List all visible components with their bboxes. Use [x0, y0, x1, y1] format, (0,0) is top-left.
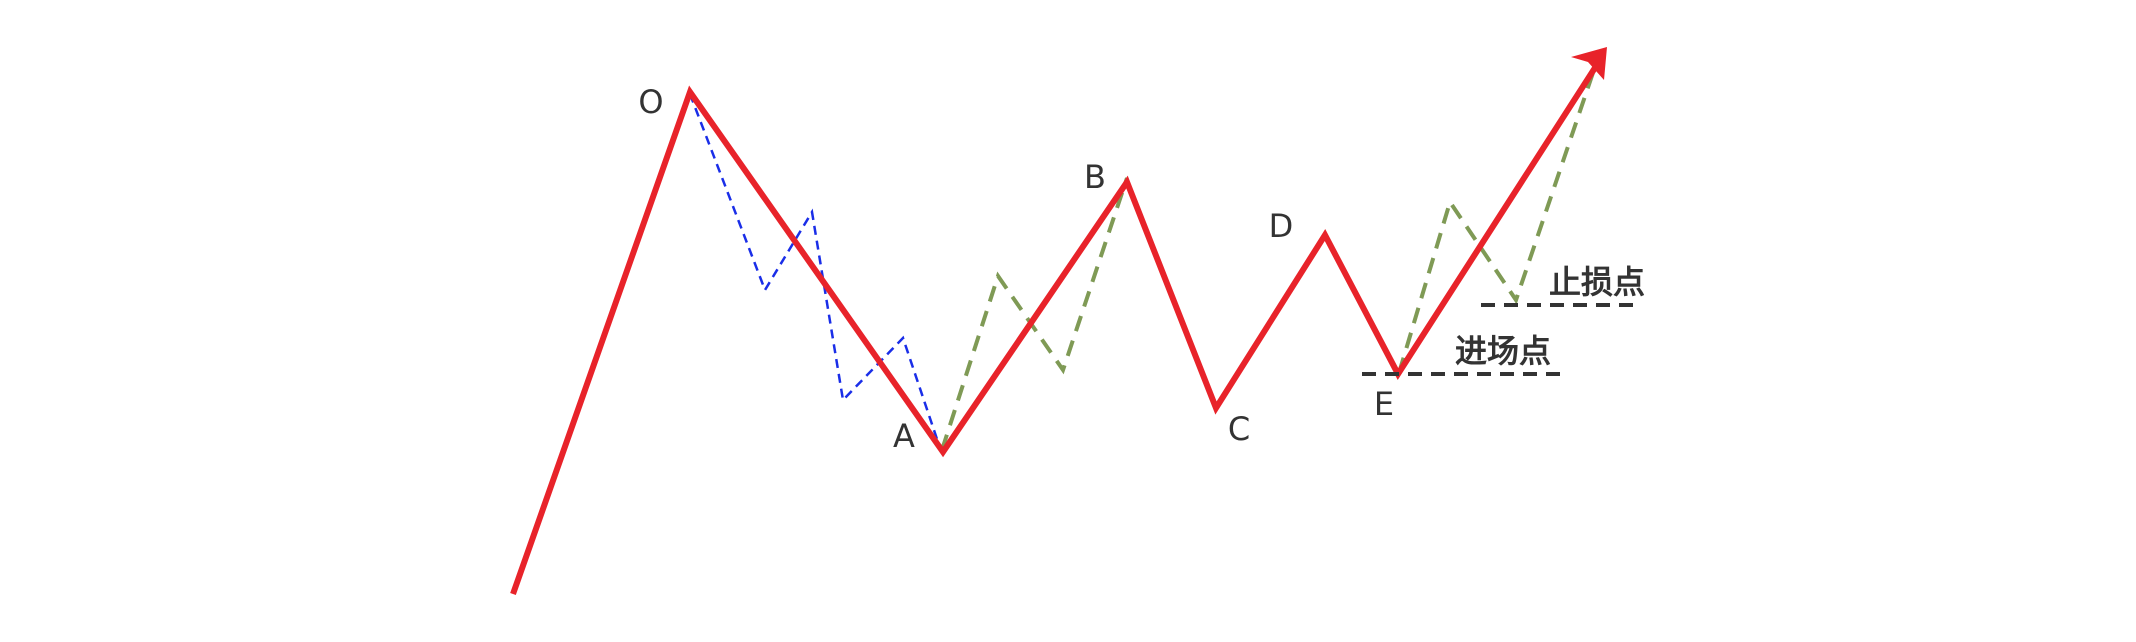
point-label-a: A	[893, 417, 915, 455]
stop-loss-label: 止损点	[1549, 263, 1645, 301]
point-label-b: B	[1084, 158, 1106, 196]
main-wave-path	[513, 60, 1600, 594]
entry-label: 进场点	[1455, 332, 1551, 370]
point-label-d: D	[1269, 207, 1294, 245]
point-label-o: O	[638, 83, 663, 121]
point-label-e: E	[1374, 385, 1394, 423]
point-label-c: C	[1228, 410, 1250, 448]
